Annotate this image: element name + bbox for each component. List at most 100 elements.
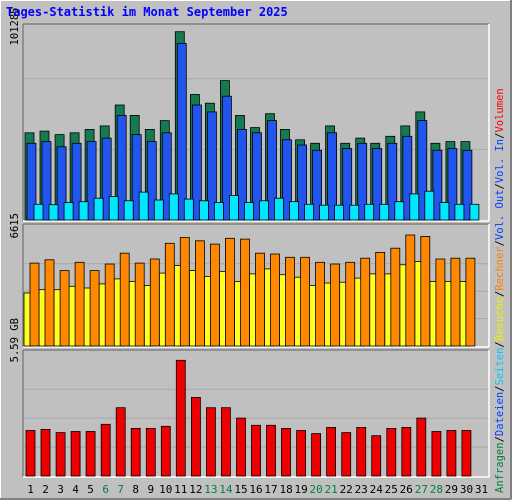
bar-dateien-day-16: [252, 132, 262, 221]
bar-seiten-day-21: [334, 204, 345, 221]
bar-rechner-day-8: [134, 262, 145, 347]
bar-rechner-day-30: [465, 257, 476, 347]
legend-separator: /: [494, 341, 506, 347]
day-label-11: 11: [174, 483, 187, 496]
panel-top: 101285: [9, 8, 490, 222]
day-label-10: 10: [159, 483, 172, 496]
bar-rechner-day-7: [119, 252, 130, 347]
bar-dateien-day-26: [402, 135, 413, 221]
bar-rechner-day-18: [285, 256, 295, 347]
bar-seiten-day-29: [454, 203, 465, 221]
legend-item-vol-out: Vol. Out: [494, 189, 506, 240]
bar-seiten-day-15: [244, 202, 254, 221]
day-label-9: 9: [147, 483, 154, 496]
bar-volumen-day-29: [446, 430, 457, 477]
bar-volumen-day-28: [431, 431, 442, 477]
bar-seiten-day-26: [409, 193, 420, 221]
day-label-24: 24: [370, 483, 384, 496]
rotated-legend: Anfragen/Dateien/Seiten/Besuche/Rechner/…: [494, 88, 506, 493]
bar-volumen-day-30: [461, 430, 472, 477]
bar-volumen-day-18: [281, 427, 291, 477]
day-label-31: 31: [475, 483, 488, 496]
bar-seiten-day-5: [93, 197, 104, 221]
bar-volumen-day-9: [145, 427, 156, 477]
bar-dateien-day-7: [116, 115, 127, 221]
bar-dateien-day-11: [176, 43, 187, 221]
chart-panels: 101285 6615 5.59 GB: [9, 8, 490, 478]
day-label-8: 8: [132, 483, 139, 496]
bar-volumen-day-20: [311, 433, 322, 477]
day-label-16: 16: [249, 483, 262, 496]
bar-rechner-day-10: [164, 242, 175, 347]
bar-seiten-day-27: [424, 190, 435, 221]
bar-rechner-day-21: [330, 263, 341, 347]
day-label-20: 20: [309, 483, 322, 496]
bar-rechner-day-24: [375, 251, 386, 347]
bar-seiten-day-4: [78, 201, 89, 221]
bar-dateien-day-25: [387, 142, 398, 221]
legend-separator: /: [494, 133, 506, 139]
bar-dateien-day-4: [71, 142, 82, 221]
bar-dateien-day-5: [86, 141, 97, 221]
bar-seiten-day-24: [379, 203, 390, 221]
bar-volumen-day-23: [356, 426, 367, 477]
bar-dateien-day-20: [312, 149, 323, 221]
panel-max-label: 6615: [9, 213, 21, 238]
bar-rechner-day-12: [194, 240, 205, 347]
bar-volumen-day-21: [326, 426, 337, 477]
bar-volumen-day-12: [190, 396, 201, 477]
bar-rechner-day-16: [255, 252, 265, 347]
bar-seiten-day-30: [469, 203, 480, 221]
day-label-22: 22: [340, 483, 353, 496]
bar-seiten-day-12: [198, 200, 209, 221]
day-label-26: 26: [400, 483, 413, 496]
bar-dateien-day-9: [146, 141, 157, 221]
panel-max-label: 5.59 GB: [9, 318, 21, 362]
day-label-3: 3: [57, 483, 64, 496]
day-label-12: 12: [189, 483, 202, 496]
legend-item-rechner: Rechner: [494, 246, 506, 290]
bar-seiten-day-20: [319, 204, 330, 221]
bar-seiten-day-11: [183, 198, 194, 221]
bar-rechner-day-6: [104, 263, 115, 347]
bar-dateien-day-6: [101, 137, 112, 221]
day-label-13: 13: [204, 483, 217, 496]
bar-rechner-day-2: [44, 259, 55, 347]
bar-volumen-day-14: [220, 407, 231, 477]
bar-dateien-day-14: [221, 95, 232, 221]
bar-seiten-day-8: [138, 191, 149, 221]
bar-rechner-day-17: [270, 253, 280, 347]
bar-rechner-day-22: [345, 261, 356, 347]
bar-rechner-day-23: [360, 257, 371, 347]
bar-volumen-day-27: [416, 417, 427, 477]
bar-volumen-day-17: [266, 424, 276, 477]
bar-rechner-day-3: [59, 270, 70, 347]
panel-max-label: 101285: [9, 8, 21, 46]
day-label-28: 28: [430, 483, 443, 496]
bar-seiten-day-7: [123, 200, 134, 221]
bar-volumen-day-25: [386, 427, 397, 477]
x-axis-day-labels: 1 2 3 4 5 6 7 8 9 10 11 12 13 14 15 16 17 18 19 20 21 22 23 24 2…: [27, 483, 488, 496]
bar-volumen-day-19: [296, 430, 307, 477]
bar-dateien-day-18: [282, 139, 292, 221]
bar-rechner-day-13: [209, 243, 220, 347]
day-label-23: 23: [355, 483, 368, 496]
series-seiten: [33, 190, 480, 221]
bar-dateien-day-1: [26, 142, 37, 221]
day-label-15: 15: [234, 483, 247, 496]
bar-dateien-day-29: [447, 148, 458, 221]
bar-seiten-day-9: [153, 199, 164, 221]
bar-dateien-day-8: [131, 134, 142, 221]
day-label-7: 7: [117, 483, 124, 496]
legend-item-anfragen: Anfragen: [494, 442, 506, 493]
bar-rechner-day-20: [315, 261, 326, 347]
bar-volumen-day-11: [175, 359, 186, 477]
bar-rechner-day-28: [435, 258, 446, 347]
bar-volumen-day-16: [251, 424, 261, 477]
bar-volumen-day-15: [236, 417, 246, 477]
day-label-1: 1: [27, 483, 34, 496]
series-volumen: [25, 359, 472, 477]
legend-item-besuche: Besuche: [494, 297, 506, 341]
bar-volumen-day-13: [205, 407, 216, 477]
bar-volumen-day-3: [55, 432, 66, 477]
